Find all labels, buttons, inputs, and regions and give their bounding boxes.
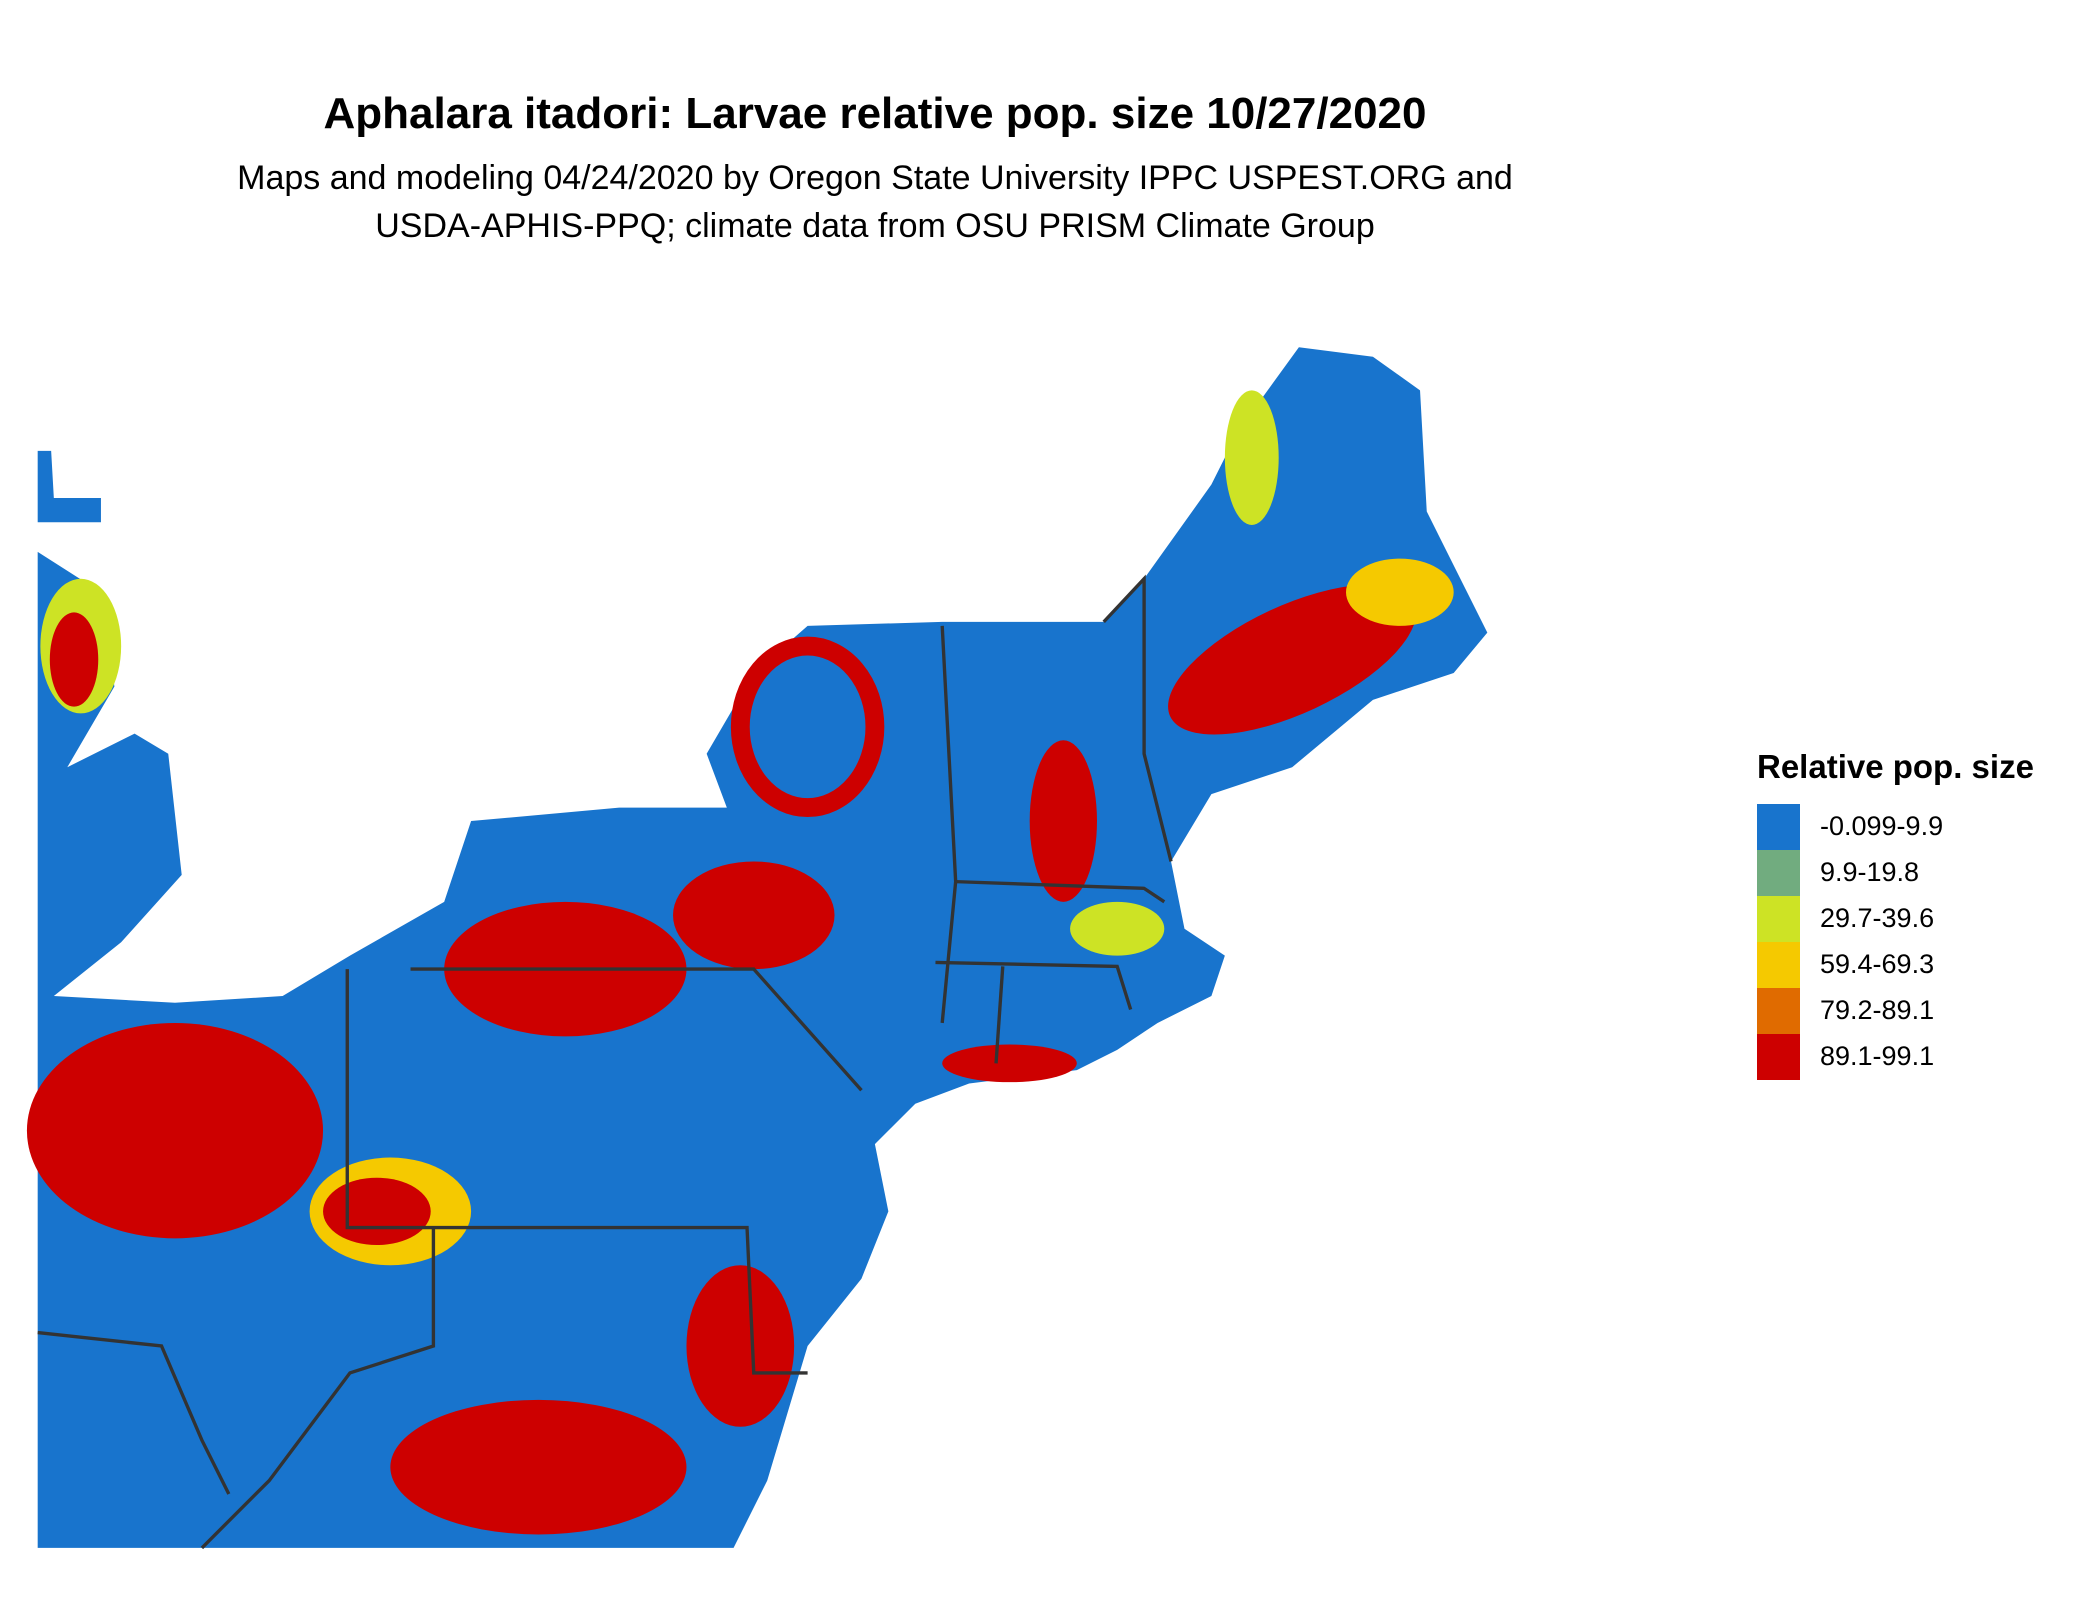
legend-swatch: [1757, 988, 1800, 1034]
legend-swatch: [1757, 896, 1800, 942]
legend-label: 59.4-69.3: [1820, 949, 1934, 979]
legend-label: 89.1-99.1: [1820, 1041, 1934, 1071]
legend-swatch: [1757, 850, 1800, 896]
legend-title: Relative pop. size: [1757, 748, 2034, 785]
map: [26, 347, 1488, 1550]
land: [37, 450, 101, 523]
legend-label: 9.9-19.8: [1820, 857, 1919, 887]
legend-label: 79.2-89.1: [1820, 995, 1934, 1025]
legend-label: 29.7-39.6: [1820, 903, 1934, 933]
legend-label: -0.099-9.9: [1820, 811, 1943, 841]
state-borders: [37, 574, 1173, 1550]
legend-swatch: [1757, 804, 1800, 850]
title: Aphalara itadori: Larvae relative pop. s…: [324, 89, 1427, 138]
subtitle: Maps and modeling 04/24/2020 by Oregon S…: [237, 159, 1513, 197]
legend-swatch: [1757, 1034, 1800, 1080]
legend: -0.099-9.9 9.9-19.8 29.7-39.6 59.4-69.3 79.2…: [1757, 804, 1943, 1080]
legend-swatch: [1757, 942, 1800, 988]
subtitle: USDA-APHIS-PPQ; climate data from OSU PR…: [375, 207, 1374, 245]
risk-areas: [26, 390, 1454, 1535]
